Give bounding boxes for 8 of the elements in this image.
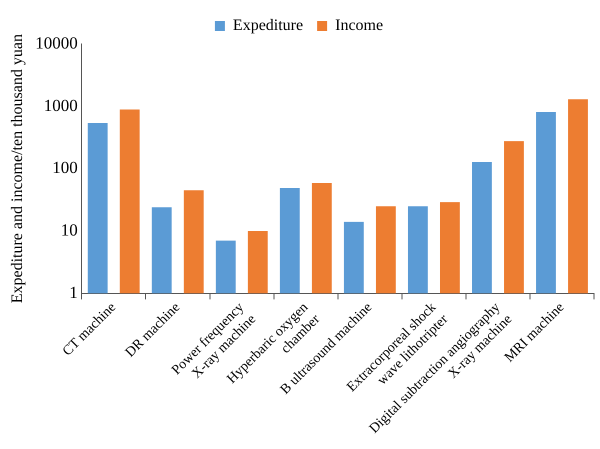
y-tick-label: 10 [60,220,78,240]
y-tick-label: 10000 [35,33,78,52]
y-tick-label: 100 [52,158,78,178]
legend-label: Expediture [232,17,304,34]
y-tick-label: 1000 [44,96,78,115]
legend-label: Income [335,17,384,34]
y-axis-title: Expediture and income/ten thousand yuan [8,34,26,304]
y-tick-label: 1 [69,282,78,302]
